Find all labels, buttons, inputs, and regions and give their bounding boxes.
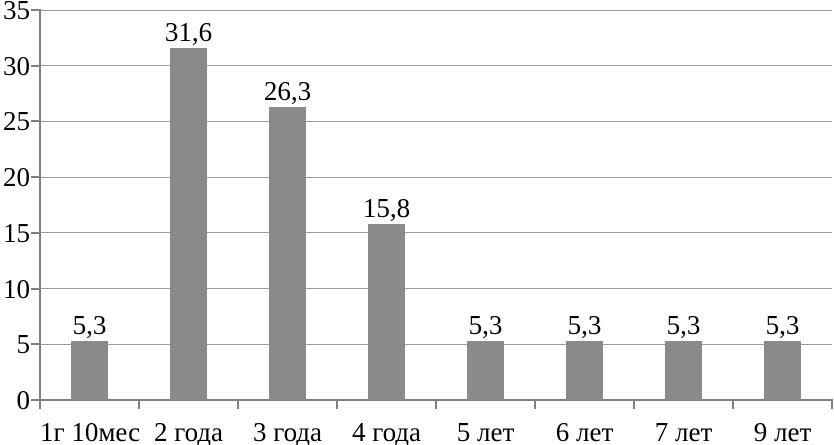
- bar-value-label: 5,3: [765, 309, 800, 340]
- x-axis-tick: [138, 401, 140, 409]
- gridline-y-25: [40, 120, 832, 122]
- gridline-y-5: [40, 343, 832, 345]
- x-category-label: 1г 10мес: [40, 417, 141, 445]
- y-tick-label: 10: [3, 273, 30, 304]
- gridline-y-15: [40, 232, 832, 234]
- y-tick-label: 5: [16, 329, 31, 360]
- y-axis-tick: [31, 120, 39, 123]
- x-axis-line: [39, 399, 833, 401]
- bar-value-label: 5,3: [567, 309, 602, 340]
- x-category-label: 5 лет: [456, 417, 515, 445]
- x-category-label: 2 года: [153, 417, 224, 445]
- y-axis-tick: [31, 64, 39, 67]
- gridline-y-20: [40, 176, 832, 178]
- bar-value-label: 5,3: [72, 309, 107, 340]
- bar-value-label: 26,3: [263, 75, 312, 106]
- x-axis-tick: [732, 401, 734, 409]
- x-category-label: 6 лет: [555, 417, 614, 445]
- y-tick-label: 20: [3, 162, 30, 193]
- bar-4-года: [368, 223, 405, 400]
- bar-2-года: [170, 47, 207, 400]
- y-tick-label: 25: [3, 106, 30, 137]
- x-axis-tick: [633, 401, 635, 409]
- x-category-label: 9 лет: [753, 417, 812, 445]
- bar-value-label: 5,3: [468, 309, 503, 340]
- x-category-label: 7 лет: [654, 417, 713, 445]
- y-axis-tick: [31, 176, 39, 179]
- bar-5-лет: [467, 340, 504, 400]
- bar-6-лет: [566, 340, 603, 400]
- gridline-y-30: [40, 65, 832, 67]
- x-category-label: 3 года: [252, 417, 323, 445]
- y-axis-tick: [31, 343, 39, 346]
- x-axis-tick: [435, 401, 437, 409]
- x-axis-tick: [237, 401, 239, 409]
- y-axis-tick: [31, 9, 39, 11]
- y-axis-tick: [31, 231, 39, 234]
- y-tick-label: 30: [3, 50, 30, 81]
- bar-value-label: 15,8: [362, 192, 411, 223]
- y-axis-tick: [31, 399, 39, 401]
- x-axis-tick: [39, 401, 41, 409]
- bar-1г-10мес: [71, 340, 108, 400]
- x-axis-tick: [336, 401, 338, 409]
- y-axis-line: [39, 9, 41, 401]
- gridline-y-35: [40, 9, 832, 11]
- y-tick-label: 35: [3, 0, 30, 25]
- y-axis-tick: [31, 287, 39, 290]
- bar-value-label: 31,6: [164, 16, 213, 47]
- bar-value-label: 5,3: [666, 309, 701, 340]
- bar-9-лет: [764, 340, 801, 400]
- bar-7-лет: [665, 340, 702, 400]
- x-category-label: 4 года: [351, 417, 422, 445]
- x-axis-tick: [831, 401, 833, 409]
- gridline-y-10: [40, 288, 832, 290]
- x-axis-tick: [534, 401, 536, 409]
- y-tick-label: 0: [16, 385, 31, 415]
- bar-3-года: [269, 106, 306, 400]
- y-tick-label: 15: [3, 217, 30, 248]
